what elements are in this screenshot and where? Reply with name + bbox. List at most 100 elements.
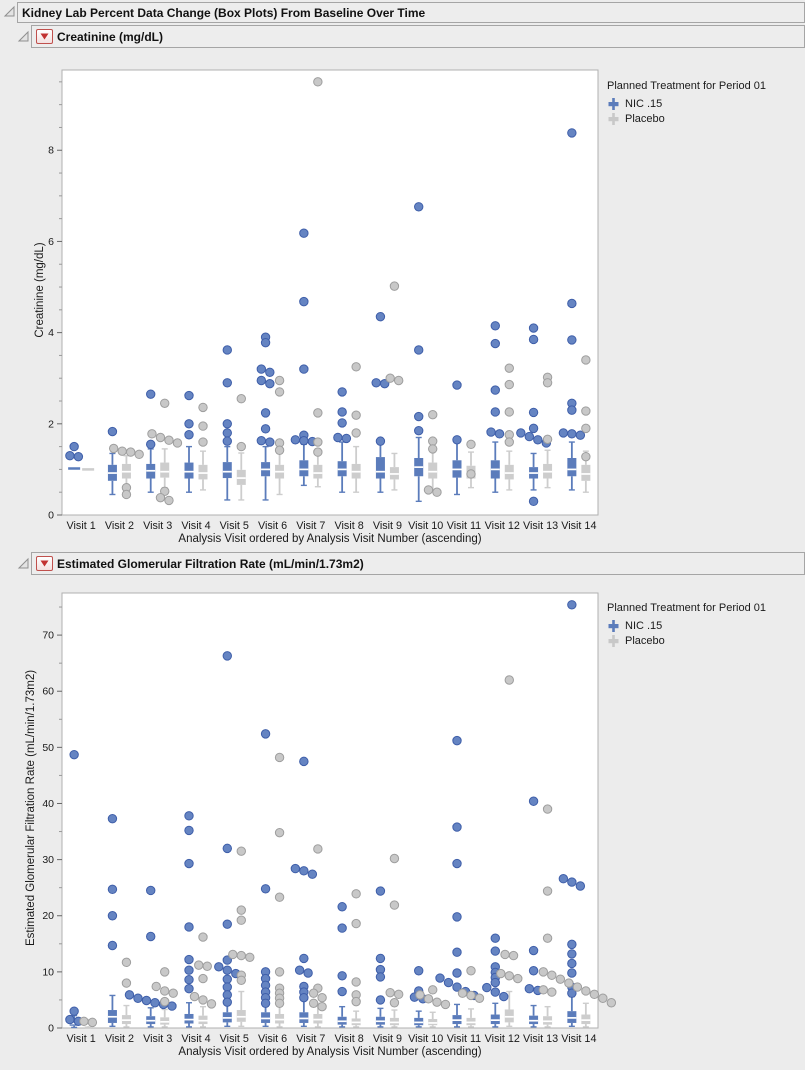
outlier-dot-placebo-visit-12[interactable] <box>504 437 514 447</box>
disclosure-triangle-icon[interactable] <box>17 557 30 570</box>
outlier-dot-placebo-visit-3[interactable] <box>155 432 166 443</box>
outlier-dot-placebo-visit-2[interactable] <box>121 489 132 500</box>
outlier-dot-nic-visit-11[interactable] <box>452 435 462 445</box>
outlier-dot-placebo-visit-12[interactable] <box>504 379 514 390</box>
outlier-dot-nic-visit-5[interactable] <box>214 962 224 972</box>
outlier-dot-nic-visit-8[interactable] <box>337 986 347 997</box>
box-placebo-visit-1[interactable] <box>82 468 95 471</box>
outlier-dot-placebo-visit-10[interactable] <box>423 485 434 495</box>
outlier-dot-placebo-visit-3[interactable] <box>160 486 170 496</box>
outlier-dot-placebo-visit-2[interactable] <box>108 443 119 454</box>
outlier-dot-nic-visit-12[interactable] <box>490 385 500 395</box>
outlier-dot-placebo-visit-11[interactable] <box>474 993 485 1003</box>
outlier-dot-nic-visit-8[interactable] <box>337 407 347 417</box>
outlier-dot-nic-visit-2[interactable] <box>107 884 118 895</box>
outlier-dot-nic-visit-4[interactable] <box>184 811 194 821</box>
outlier-dot-nic-visit-6[interactable] <box>260 998 271 1009</box>
outlier-dot-placebo-visit-4[interactable] <box>202 961 212 971</box>
outlier-dot-placebo-visit-3[interactable] <box>160 996 170 1007</box>
outlier-dot-placebo-visit-7[interactable] <box>313 844 323 854</box>
outlier-dot-nic-visit-12[interactable] <box>490 338 500 349</box>
outlier-dot-nic-visit-14[interactable] <box>567 128 577 138</box>
outlier-dot-nic-visit-1[interactable] <box>65 1014 75 1025</box>
outlier-dot-nic-visit-3[interactable] <box>146 389 156 399</box>
outlier-dot-nic-visit-13[interactable] <box>528 323 539 333</box>
outlier-dot-placebo-visit-7[interactable] <box>317 992 327 1003</box>
box-nic-visit-8[interactable] <box>337 441 347 493</box>
outlier-dot-placebo-visit-9[interactable] <box>385 373 395 383</box>
box-placebo-visit-4[interactable] <box>198 450 208 491</box>
box-placebo-visit-13[interactable] <box>543 449 553 489</box>
outlier-dot-nic-visit-12[interactable] <box>490 407 500 417</box>
outlier-dot-nic-visit-5[interactable] <box>222 345 232 355</box>
outlier-dot-nic-visit-4[interactable] <box>184 965 194 975</box>
outlier-dot-placebo-visit-13[interactable] <box>542 886 553 896</box>
outlier-dot-placebo-visit-10[interactable] <box>428 436 438 446</box>
outlier-dot-nic-visit-10[interactable] <box>414 411 424 422</box>
outlier-dot-nic-visit-11[interactable] <box>452 735 462 746</box>
outlier-dot-nic-visit-12[interactable] <box>490 946 500 956</box>
outlier-dot-nic-visit-14[interactable] <box>567 988 577 998</box>
outlier-dot-nic-visit-7[interactable] <box>299 756 309 767</box>
box-placebo-visit-14[interactable] <box>581 1002 591 1028</box>
outlier-dot-nic-visit-3[interactable] <box>124 990 135 1000</box>
disclosure-triangle-icon[interactable] <box>17 30 30 43</box>
outlier-dot-placebo-visit-14[interactable] <box>581 986 591 996</box>
box-placebo-visit-5[interactable] <box>236 990 246 1028</box>
outlier-dot-placebo-visit-10[interactable] <box>428 985 438 995</box>
box-nic-visit-4[interactable] <box>184 445 194 493</box>
box-placebo-visit-3[interactable] <box>160 1008 170 1028</box>
outlier-dot-nic-visit-2[interactable] <box>107 813 118 824</box>
outlier-dot-placebo-visit-2[interactable] <box>125 447 136 457</box>
outlier-dot-nic-visit-1[interactable] <box>69 1006 79 1016</box>
box-placebo-visit-13[interactable] <box>543 1005 553 1028</box>
outlier-dot-placebo-visit-12[interactable] <box>504 675 514 685</box>
outlier-dot-placebo-visit-11[interactable] <box>466 966 476 976</box>
outlier-dot-placebo-visit-7[interactable] <box>317 1001 327 1012</box>
outlier-dot-placebo-visit-10[interactable] <box>440 999 451 1010</box>
outlier-dot-placebo-visit-14[interactable] <box>598 993 608 1003</box>
outlier-dot-nic-visit-1[interactable] <box>69 441 79 452</box>
outlier-dot-nic-visit-7[interactable] <box>290 863 301 874</box>
outlier-dot-placebo-visit-9[interactable] <box>389 998 400 1008</box>
outlier-dot-nic-visit-1[interactable] <box>65 451 75 461</box>
outlier-dot-nic-visit-3[interactable] <box>146 885 156 896</box>
box-nic-visit-4[interactable] <box>184 1002 194 1028</box>
outlier-dot-placebo-visit-14[interactable] <box>564 978 574 988</box>
outlier-dot-placebo-visit-10[interactable] <box>432 997 442 1007</box>
outlier-dot-placebo-visit-12[interactable] <box>513 973 523 984</box>
outlier-dot-nic-visit-11[interactable] <box>452 380 462 390</box>
outlier-dot-nic-visit-4[interactable] <box>184 430 194 440</box>
outlier-dot-placebo-visit-8[interactable] <box>351 977 361 987</box>
outlier-dot-placebo-visit-8[interactable] <box>351 918 361 929</box>
outlier-dot-nic-visit-6[interactable] <box>260 729 271 739</box>
outlier-dot-nic-visit-13[interactable] <box>516 428 526 438</box>
outlier-dot-nic-visit-3[interactable] <box>146 439 156 450</box>
box-placebo-visit-2[interactable] <box>121 1004 131 1028</box>
outlier-dot-nic-visit-13[interactable] <box>528 407 539 418</box>
outlier-dot-placebo-visit-9[interactable] <box>393 375 404 386</box>
outlier-dot-nic-visit-14[interactable] <box>558 428 569 438</box>
outlier-dot-placebo-visit-6[interactable] <box>274 752 285 763</box>
outlier-dot-nic-visit-5[interactable] <box>222 965 232 975</box>
outlier-dot-placebo-visit-2[interactable] <box>121 978 132 988</box>
outlier-dot-nic-visit-9[interactable] <box>375 953 386 964</box>
outlier-dot-placebo-visit-3[interactable] <box>160 967 170 977</box>
outlier-dot-nic-visit-14[interactable] <box>567 968 577 978</box>
outlier-dot-nic-visit-9[interactable] <box>371 378 381 388</box>
outlier-dot-placebo-visit-14[interactable] <box>606 998 617 1008</box>
outlier-dot-nic-visit-6[interactable] <box>260 424 271 434</box>
outlier-dot-placebo-visit-7[interactable] <box>313 447 323 457</box>
outlier-dot-placebo-visit-4[interactable] <box>198 932 208 942</box>
box-nic-visit-10[interactable] <box>414 436 424 503</box>
outlier-dot-nic-visit-9[interactable] <box>375 995 386 1005</box>
outlier-dot-placebo-visit-3[interactable] <box>164 495 174 506</box>
outlier-dot-nic-visit-9[interactable] <box>375 886 386 896</box>
outlier-dot-nic-visit-12[interactable] <box>490 321 500 331</box>
outlier-dot-nic-visit-7[interactable] <box>303 968 313 978</box>
outlier-dot-placebo-visit-8[interactable] <box>351 362 361 372</box>
outlier-dot-placebo-visit-2[interactable] <box>134 449 144 460</box>
outlier-dot-nic-visit-10[interactable] <box>414 425 424 436</box>
legend-item-nic[interactable]: NIC .15 <box>607 618 766 633</box>
outlier-dot-nic-visit-6[interactable] <box>265 367 275 377</box>
